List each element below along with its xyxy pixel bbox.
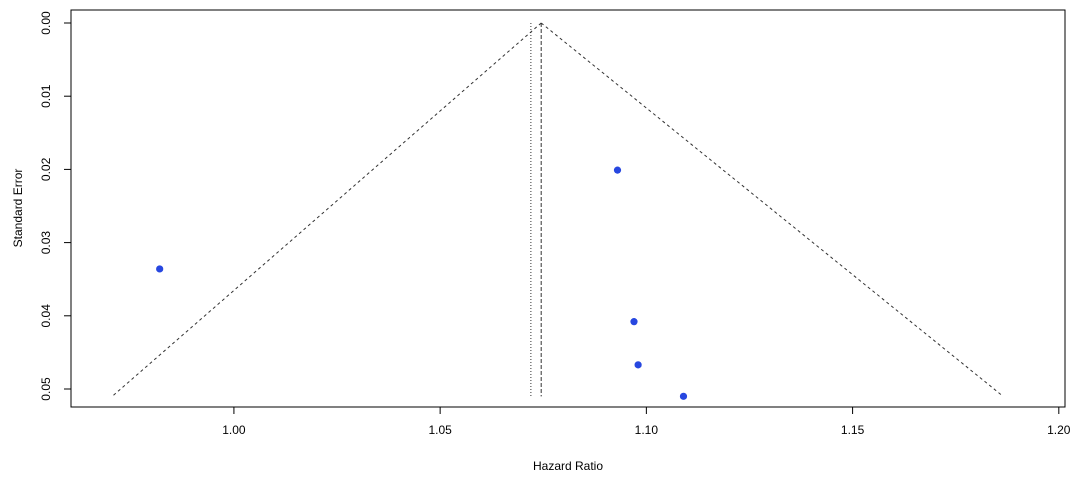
y-axis-title: Standard Error (11, 169, 25, 248)
data-point-2 (613, 166, 622, 174)
y-tick-label-6: 0.05 (39, 377, 53, 401)
funnel-layer (111, 22, 1004, 397)
data-point-5 (679, 392, 688, 400)
y-tick-label-2: 0.01 (39, 84, 53, 108)
x-axis-title: Hazard Ratio (533, 459, 603, 473)
funnel-right-line (540, 22, 1004, 397)
y-tick-label-1: 0.00 (39, 11, 53, 35)
x-axis: 1.00 1.05 1.10 1.15 1.20 (222, 407, 1071, 437)
y-tick-label-3: 0.02 (39, 157, 53, 181)
x-tick-label-4: 1.15 (841, 423, 865, 437)
x-tick-label-2: 1.05 (428, 423, 452, 437)
points-layer (156, 166, 688, 400)
x-tick-label-5: 1.20 (1047, 423, 1071, 437)
y-tick-label-5: 0.04 (39, 304, 53, 328)
data-point-1 (156, 265, 164, 273)
x-tick-label-1: 1.00 (222, 423, 246, 437)
x-tick-label-3: 1.10 (635, 423, 659, 437)
data-point-4 (634, 361, 642, 369)
y-tick-label-4: 0.03 (39, 231, 53, 255)
funnel-left-line (111, 22, 542, 397)
plot-frame (70, 9, 1066, 408)
data-point-3 (630, 318, 638, 326)
y-axis: 0.00 0.01 0.02 0.03 0.04 0.05 (39, 11, 71, 401)
